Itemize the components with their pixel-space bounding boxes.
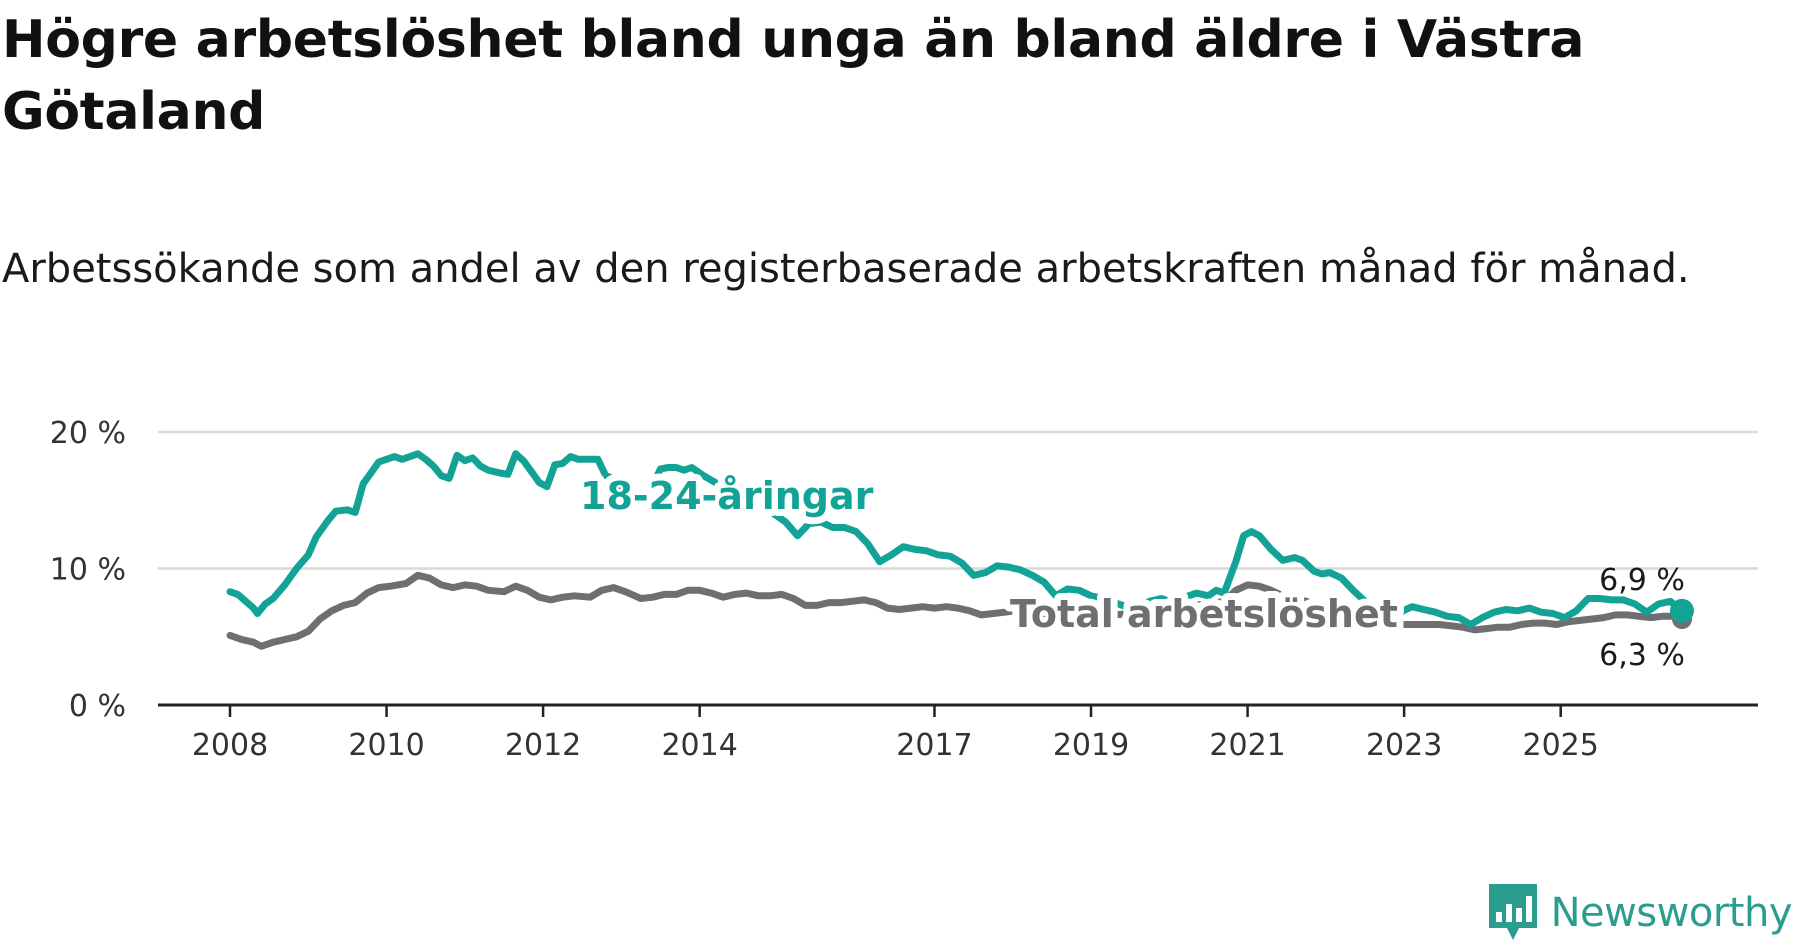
x-tick-label-2025: 2025 [1522,728,1598,763]
newsworthy-logo: Newsworthy [1487,878,1793,948]
newsworthy-logo-icon [1488,884,1537,940]
y-axis-tick-labels: 0 % 10 % 20 % [50,416,126,724]
brand-name: Newsworthy [1550,890,1793,936]
x-tick-label-2008: 2008 [192,728,268,763]
x-tick-label-2014: 2014 [661,728,737,763]
x-tick-label-2019: 2019 [1053,728,1129,763]
end-label-youth: 6,9 % [1599,563,1685,598]
end-markers: 6,9 % 6,3 % [1599,563,1694,673]
series-label-youth: 18-24-åringar [580,474,874,518]
end-marker-youth [1670,598,1694,623]
series-label-total: Total arbetslöshet [1010,592,1398,636]
x-tick-label-2017: 2017 [896,728,972,763]
chart-subtitle: Arbetssökande som andel av den registerb… [2,246,1690,292]
series-lines [226,450,1686,650]
y-tick-label-0: 0 % [69,689,126,724]
series-line-youth [226,450,1686,628]
series-line-total [226,571,1686,650]
y-tick-label-20: 20 % [50,416,126,451]
x-tick-label-2010: 2010 [348,728,424,763]
y-tick-label-10: 10 % [50,553,126,588]
end-label-total: 6,3 % [1599,638,1685,673]
gridlines [158,430,1758,570]
chart-title: Högre arbetslöshet bland unga än bland ä… [2,10,1585,142]
x-tick-label-2021: 2021 [1209,728,1285,763]
series-labels: 18-24-åringar Total arbetslöshet [573,467,1405,643]
x-axis: 2008 2010 2012 2014 2017 2019 2021 2023 2025 [158,703,1758,763]
x-tick-label-2012: 2012 [505,728,581,763]
x-tick-label-2023: 2023 [1366,728,1442,763]
